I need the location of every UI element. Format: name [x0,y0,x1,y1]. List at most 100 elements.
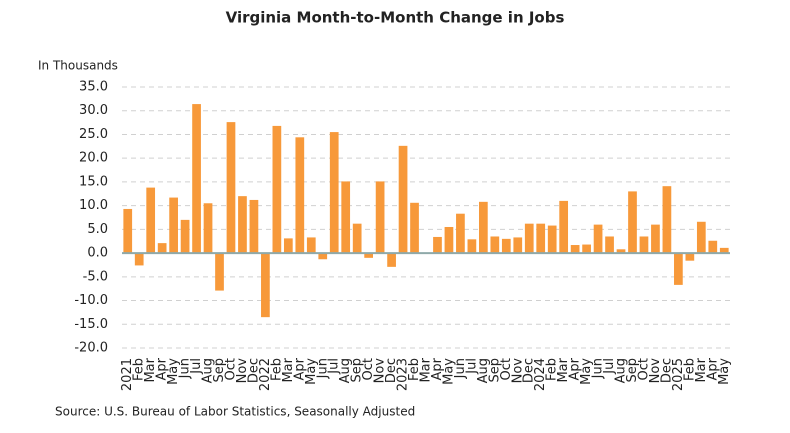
x-tick-label: Sep [212,358,227,383]
bar [295,137,305,254]
bar [352,223,362,254]
bar [169,197,178,254]
bar [696,221,706,254]
bar [306,237,316,254]
bar [559,200,569,254]
bar [639,236,649,254]
bar [662,186,672,254]
x-tick-label: Jun [315,358,330,379]
x-tick-label: Mar [556,357,571,382]
x-tick-label: 2022 [258,358,273,391]
bar [283,238,293,254]
x-tick-label: Jul [327,358,342,375]
bar [547,225,557,254]
x-tick-label: Sep [487,358,502,383]
x-tick-label: Mar [419,357,434,382]
bar [708,240,718,254]
bar [215,253,224,291]
bar [341,181,351,254]
bar [398,145,408,254]
x-tick-label: May [441,358,456,385]
bar [582,244,591,254]
x-tick-label: Dec [522,358,537,383]
x-tick-label: Oct [636,358,651,380]
bar [410,202,419,254]
x-tick-label: Aug [476,358,491,383]
x-tick-label: Apr [568,357,583,380]
x-tick-label: Nov [373,358,388,384]
y-tick-label: 20.0 [79,151,108,166]
bar [444,226,454,254]
x-tick-label: Nov [510,358,525,384]
x-tick-label: Feb [545,358,560,381]
y-tick-label: -5.0 [83,269,108,284]
x-tick-label: Oct [361,358,376,380]
x-tick-label: May [304,358,319,385]
bar [203,203,213,254]
bar [134,253,144,266]
bar [318,253,328,260]
y-tick-label: -10.0 [74,293,108,308]
bar [685,253,695,261]
bar [146,187,156,254]
bar [628,191,637,254]
bar [249,199,259,254]
chart-title: Virginia Month-to-Month Change in Jobs [226,9,565,27]
x-tick-label: Nov [648,358,663,384]
bar [605,236,614,254]
y-tick-label: 10.0 [79,198,108,213]
x-tick-label: Feb [407,358,422,381]
bar [387,253,396,267]
x-tick-label: 2023 [396,358,411,391]
bar [180,219,190,254]
x-tick-label: Sep [625,358,640,383]
bar [261,253,270,318]
x-tick-label: Oct [499,358,514,380]
x-tick-label: 2025 [671,358,686,391]
y-tick-label: 5.0 [87,222,108,237]
bar [593,224,603,254]
x-tick-label: Apr [430,357,445,380]
x-tick-label: Jun [453,358,468,379]
y-tick-label: -20.0 [74,341,108,356]
bar [192,104,201,254]
bar [238,196,247,254]
x-tick-label: Aug [338,358,353,383]
bar [719,247,729,254]
bar [490,236,500,254]
bar [513,237,523,254]
bar [467,239,477,254]
x-tick-label: Apr [155,357,170,380]
x-tick-label: May [717,358,732,385]
bar [364,253,374,258]
bar [272,125,282,254]
x-tick-label: Jul [602,358,617,375]
bar [501,238,511,254]
bar [456,213,465,254]
bar [375,181,385,254]
bar [536,223,546,254]
x-tick-label: 2021 [120,358,135,391]
bar [674,253,683,285]
x-tick-label: Jul [189,358,204,375]
x-tick-label: Aug [201,358,216,383]
x-tick-label: May [579,358,594,385]
x-tick-label: Apr [705,357,720,380]
bar [157,243,167,254]
x-tick-label: Sep [350,358,365,383]
bar [524,223,534,254]
x-tick-label: Mar [143,357,158,382]
x-tick-label: Aug [614,358,629,383]
y-tick-label: 15.0 [79,174,108,189]
x-tick-label: Jun [591,358,606,379]
x-tick-label: Feb [682,358,697,381]
y-tick-label: 0.0 [87,246,108,261]
y-tick-label: 30.0 [79,103,108,118]
y-tick-label: 25.0 [79,127,108,142]
bar [616,249,626,254]
x-tick-label: Nov [235,358,250,384]
y-axis-label: In Thousands [38,59,118,73]
x-tick-label: Mar [281,357,296,382]
x-tick-label: Feb [269,358,284,381]
